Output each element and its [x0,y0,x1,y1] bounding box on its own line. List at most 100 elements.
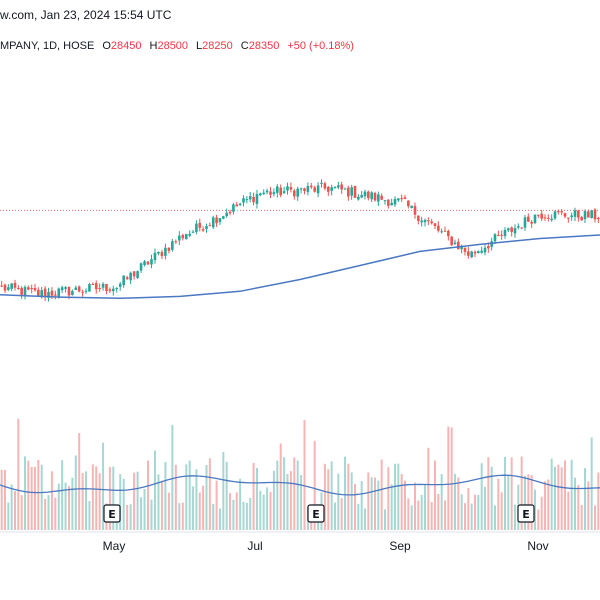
candle-body [269,191,272,195]
volume-bar [54,497,57,530]
candle-body [77,286,81,292]
candle-body [470,251,473,258]
x-axis-tick-label: Jul [247,539,262,553]
volume-bar [24,456,26,530]
volume-bar [447,426,450,530]
close-value: 28350 [248,40,280,52]
candle-body [407,200,410,207]
candle-body [367,191,370,199]
earnings-marker-box [307,504,325,523]
volume-bar [153,450,156,530]
volume-bar [286,473,289,530]
candle-body [218,218,222,223]
volume-bar [374,477,376,530]
candle-body [174,241,178,243]
earnings-marker[interactable]: E [103,504,121,523]
candle-body [198,222,202,228]
volume-bar [410,505,413,530]
volume-bar [215,480,218,530]
candle-body [91,284,95,286]
volume-bar [424,483,426,530]
candle-body [573,210,577,217]
x-axis-tick-label: Sep [389,539,411,553]
candle-body [57,288,61,298]
symbol-label[interactable]: MPANY, 1D, HOSE [0,40,95,52]
volume-bar [534,489,536,530]
volume-bar [514,504,516,530]
candle-body [553,211,557,219]
candle-body [146,261,150,265]
candle-body [480,250,483,253]
earnings-marker[interactable]: E [517,504,535,523]
candle-body [453,242,457,244]
volume-bar [340,498,343,530]
volume-bar [133,472,136,530]
candle-body [47,291,50,298]
volume-bar [570,459,573,530]
x-axis: May Jul Sep Nov [0,531,600,553]
candle-body [10,283,13,289]
volume-bar [37,459,40,530]
volume-bar [530,475,533,530]
volume-bar [397,463,400,530]
candle-body [276,186,279,193]
candle-body [520,227,523,229]
candle-body [71,290,74,296]
candle-body [303,188,306,192]
volume-bar [414,482,416,530]
candle-body [139,263,143,271]
volume-bar [344,456,346,530]
volume-bar [283,457,286,530]
candle-body [490,241,493,247]
volume-bar [195,469,198,530]
ohlc-legend: MPANY, 1D, HOSE O28450 H28500 L28250 C28350 +… [0,40,354,52]
candle-body [527,216,530,222]
candle-body [417,215,420,221]
volume-bar [192,486,195,530]
volume-bar [440,474,443,530]
volume-bar [140,497,143,530]
volume-bar [208,458,211,530]
earnings-marker[interactable]: E [307,504,325,523]
candle-body [370,192,373,200]
candle-body [164,247,167,256]
candle-body [37,289,40,296]
volume-bar [444,500,446,530]
candle-body [171,241,174,250]
volume-bar [171,424,174,530]
candle-body [178,235,181,241]
candle-body [160,252,164,257]
candle-body [400,198,403,200]
volume-bar [504,456,506,530]
candle-body [195,223,198,233]
volume-bar [20,495,23,530]
volume-bar [480,463,483,530]
candle-body [115,288,119,290]
volume-bar [229,493,232,530]
candle-body [279,187,282,196]
candle-body [153,252,157,261]
volume-bar [594,505,596,530]
volume-bar [119,474,122,530]
candle-body [593,209,597,220]
volume-bar [259,490,262,530]
volume-bar [507,474,510,530]
candle-body [122,275,125,286]
candle-body [33,288,37,291]
volume-bar [434,460,436,530]
candle-body [108,289,112,291]
candle-body [313,187,316,192]
candle-body [510,227,513,232]
candle-body [503,230,507,237]
candle-body [299,188,303,190]
volume-moving-average [0,474,600,496]
candle-body [242,198,245,203]
volume-bar [367,472,370,530]
volume-bar [44,498,47,530]
volume-bar [303,419,306,530]
volume-bar [34,466,36,530]
candle-body [211,217,215,228]
candle-body [387,199,390,206]
